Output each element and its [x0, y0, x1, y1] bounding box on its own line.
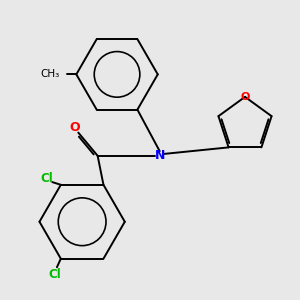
Text: O: O [240, 92, 250, 102]
Text: Cl: Cl [49, 268, 62, 281]
Text: O: O [70, 122, 80, 134]
Text: CH₃: CH₃ [40, 69, 60, 80]
Text: Cl: Cl [40, 172, 53, 185]
Text: N: N [154, 149, 165, 162]
